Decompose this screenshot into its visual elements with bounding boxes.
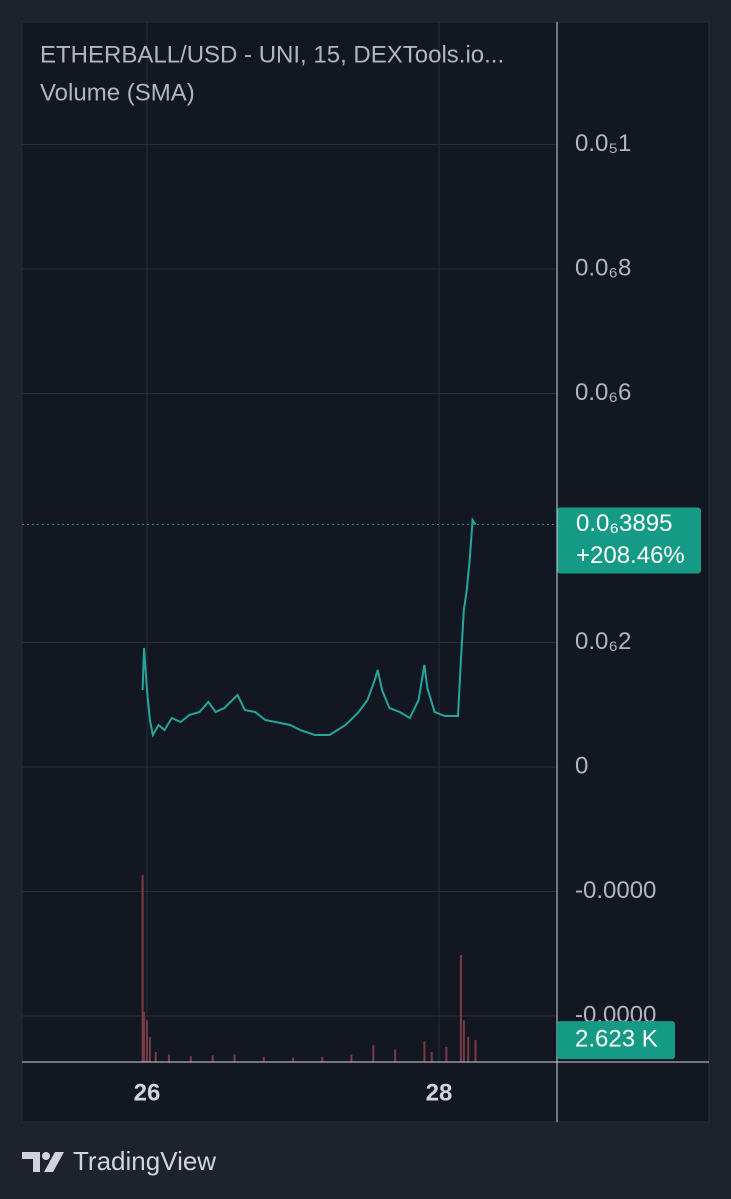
volume-bar [445, 1047, 448, 1062]
y-tick-label: 0.0₆8 [575, 254, 631, 281]
y-tick-label: 0.0₆6 [575, 379, 631, 406]
volume-bar [145, 1020, 148, 1062]
price-label-box [557, 507, 701, 574]
volume-label: 2.623 K [575, 1025, 658, 1052]
price-label: 0.0₆3895 [576, 510, 672, 537]
volume-bar [189, 1056, 192, 1062]
x-tick-label: 28 [426, 1079, 453, 1106]
chart-title: ETHERBALL/USD - UNI, 15, DEXTools.io... [40, 41, 504, 68]
y-tick-label: -0.0000 [575, 877, 656, 904]
volume-bar [462, 1020, 465, 1062]
volume-bar [262, 1057, 265, 1062]
volume-bar [167, 1054, 170, 1062]
volume-bar [154, 1052, 157, 1062]
volume-bar [148, 1037, 151, 1062]
volume-bar [292, 1057, 295, 1062]
volume-bar [474, 1040, 477, 1062]
price-line [141, 516, 477, 738]
logo [22, 1152, 64, 1172]
volume-bar [211, 1055, 214, 1062]
y-tick-label: 0.0₅1 [575, 130, 631, 157]
volume-label-box [557, 1021, 675, 1060]
volume-bar [467, 1037, 470, 1062]
price-change: +208.46% [576, 542, 685, 569]
y-tick-label: 0.0₆2 [575, 628, 631, 655]
x-tick-label: 26 [134, 1079, 161, 1106]
volume-bar [430, 1052, 433, 1062]
volume-bar [350, 1054, 353, 1062]
volume-bar [233, 1054, 236, 1062]
volume-bar [423, 1041, 426, 1062]
volume-bar [321, 1057, 324, 1062]
y-tick-label: 0 [575, 752, 588, 779]
brand: TradingView [73, 1146, 216, 1176]
volume-bar [143, 1012, 146, 1062]
indicator-label: Volume (SMA) [40, 79, 195, 106]
volume-bar [394, 1049, 397, 1062]
volume-bar [141, 875, 144, 1062]
volume-bar [459, 955, 462, 1062]
volume-bar [372, 1045, 375, 1062]
